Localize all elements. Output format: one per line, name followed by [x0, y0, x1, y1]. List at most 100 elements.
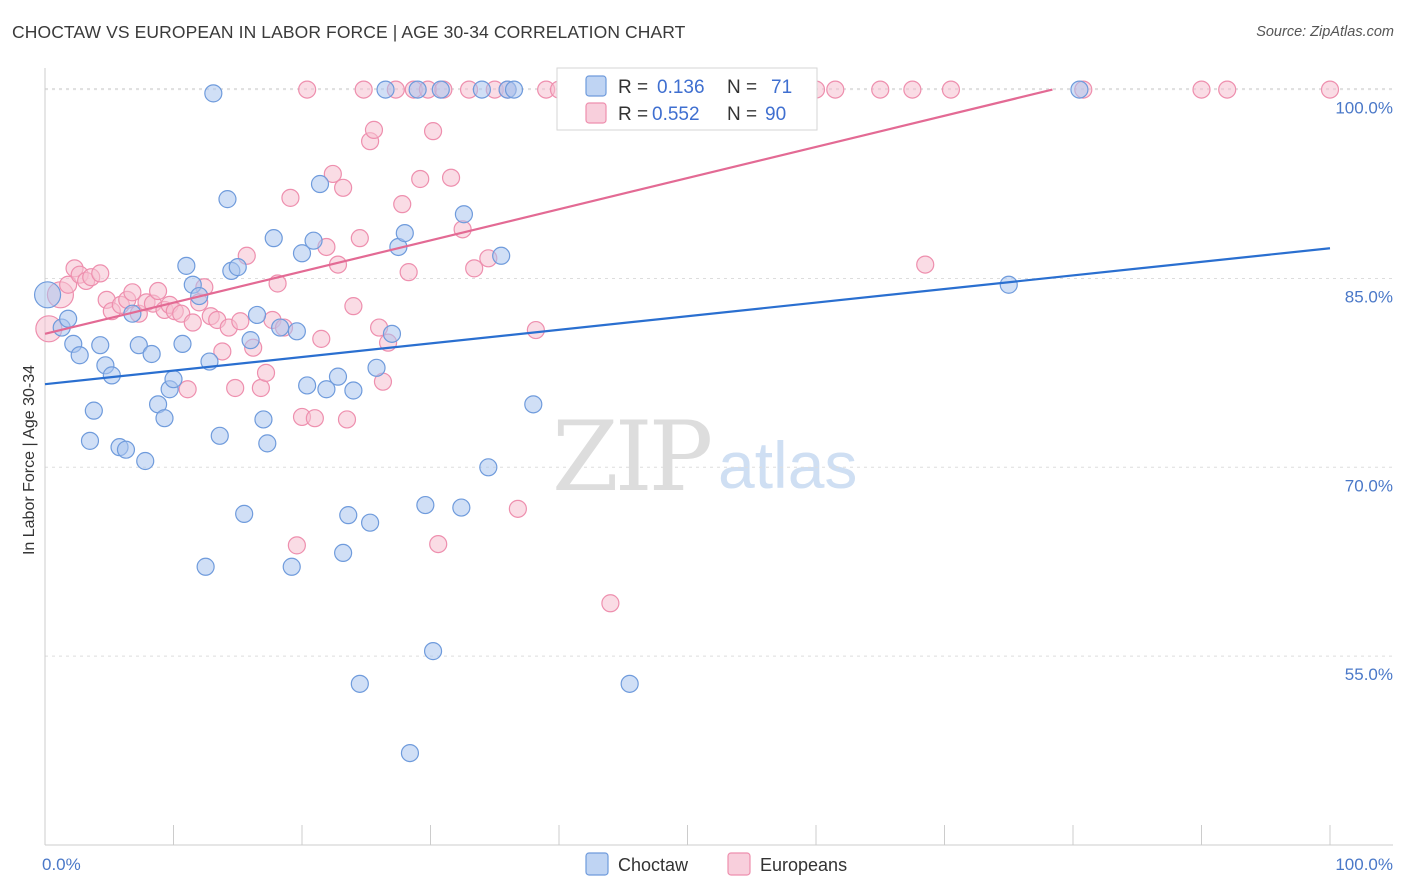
choctaw-point	[70, 346, 89, 365]
choctaw-point	[102, 366, 121, 385]
choctaw-point	[479, 458, 498, 477]
europeans-point	[148, 281, 168, 301]
choctaw-point	[452, 498, 471, 517]
choctaw-point	[204, 84, 223, 103]
europeans-point	[231, 312, 250, 331]
europeans-point	[453, 220, 472, 239]
choctaw-point	[164, 370, 183, 389]
europeans-point	[350, 229, 369, 248]
choctaw-point	[177, 256, 196, 275]
europeans-point	[226, 378, 245, 398]
europeans-r-label: R =	[618, 104, 648, 125]
choctaw-point	[334, 543, 353, 563]
europeans-point	[287, 536, 306, 555]
europeans-points	[35, 80, 1340, 613]
europeans-point	[344, 297, 363, 316]
choctaw-point	[317, 380, 336, 399]
grid-lines	[45, 88, 1393, 657]
europeans-point	[871, 80, 890, 99]
y-axis-title: In Labor Force | Age 30-34	[21, 365, 38, 555]
europeans-point	[1192, 80, 1211, 99]
europeans-n-value: 90	[765, 104, 786, 125]
europeans-point	[903, 80, 922, 99]
choctaw-point	[339, 506, 358, 525]
choctaw-point	[235, 504, 254, 523]
choctaw-trend-line	[44, 247, 1331, 386]
choctaw-point	[287, 322, 306, 341]
choctaw-point	[228, 258, 247, 277]
choctaw-point	[376, 80, 395, 99]
x-tick-label-min: 0.0%	[42, 855, 81, 874]
choctaw-point	[492, 246, 511, 265]
choctaw-point	[431, 80, 450, 99]
europeans-point	[423, 122, 443, 141]
choctaw-series-label: Choctaw	[618, 855, 689, 875]
europeans-point	[411, 169, 430, 189]
choctaw-point	[173, 334, 192, 354]
choctaw-point	[423, 642, 443, 661]
europeans-point	[281, 188, 300, 207]
choctaw-point	[129, 336, 148, 355]
europeans-point	[305, 409, 324, 428]
choctaw-point	[136, 451, 155, 471]
choctaw-point	[80, 431, 100, 450]
choctaw-point	[282, 557, 301, 576]
choctaw-point	[1070, 80, 1089, 99]
europeans-point	[916, 255, 935, 274]
europeans-point	[393, 195, 412, 214]
y-tick-label: 100.0%	[1335, 99, 1393, 118]
europeans-point	[213, 342, 232, 361]
europeans-point	[526, 320, 545, 340]
y-tick-label: 85.0%	[1345, 287, 1393, 306]
choctaw-point	[395, 224, 414, 243]
axes	[44, 68, 1393, 846]
europeans-point	[601, 594, 620, 613]
choctaw-point	[298, 376, 317, 395]
watermark-zip: ZIP	[552, 401, 711, 513]
choctaw-point	[254, 410, 273, 429]
watermark: ZIP atlas	[552, 401, 857, 513]
choctaw-point	[382, 324, 402, 343]
choctaw-point	[620, 674, 639, 693]
choctaw-point	[416, 495, 435, 515]
europeans-legend-swatch	[585, 102, 607, 124]
europeans-point	[59, 275, 78, 294]
europeans-point	[251, 378, 270, 398]
europeans-point	[826, 80, 845, 99]
europeans-point	[354, 80, 373, 99]
choctaw-point	[524, 395, 543, 414]
europeans-r-value: 0.552	[652, 104, 700, 125]
choctaw-point	[408, 80, 427, 99]
choctaw-point	[999, 275, 1018, 294]
europeans-point	[465, 259, 484, 278]
choctaw-point	[304, 231, 323, 250]
choctaw-n-label: N =	[727, 77, 757, 98]
choctaw-point	[350, 674, 369, 693]
choctaw-series-swatch	[585, 852, 609, 876]
europeans-trend-line	[44, 88, 1053, 335]
europeans-point	[123, 283, 142, 302]
europeans-series-swatch	[727, 852, 751, 876]
choctaw-point	[84, 401, 103, 420]
chart-title: CHOCTAW VS EUROPEAN IN LABOR FORCE | AGE…	[12, 22, 686, 42]
choctaw-point	[210, 426, 229, 445]
choctaw-point	[196, 557, 215, 576]
choctaw-point	[454, 205, 474, 224]
europeans-point	[91, 264, 110, 283]
europeans-point	[429, 534, 448, 554]
y-tick-label: 70.0%	[1345, 476, 1393, 495]
choctaw-point	[400, 743, 420, 763]
choctaw-r-label: R =	[618, 77, 648, 98]
europeans-point	[334, 178, 353, 197]
choctaw-point	[218, 190, 237, 209]
choctaw-point	[264, 229, 283, 248]
europeans-point	[941, 80, 961, 99]
europeans-n-label: N =	[727, 104, 757, 125]
choctaw-point	[367, 358, 386, 377]
choctaw-r-value: 0.136	[657, 77, 705, 98]
watermark-atlas: atlas	[718, 428, 857, 502]
europeans-point	[508, 499, 527, 518]
choctaw-point	[241, 331, 260, 350]
choctaw-point	[271, 318, 290, 337]
choctaw-point	[310, 174, 330, 194]
